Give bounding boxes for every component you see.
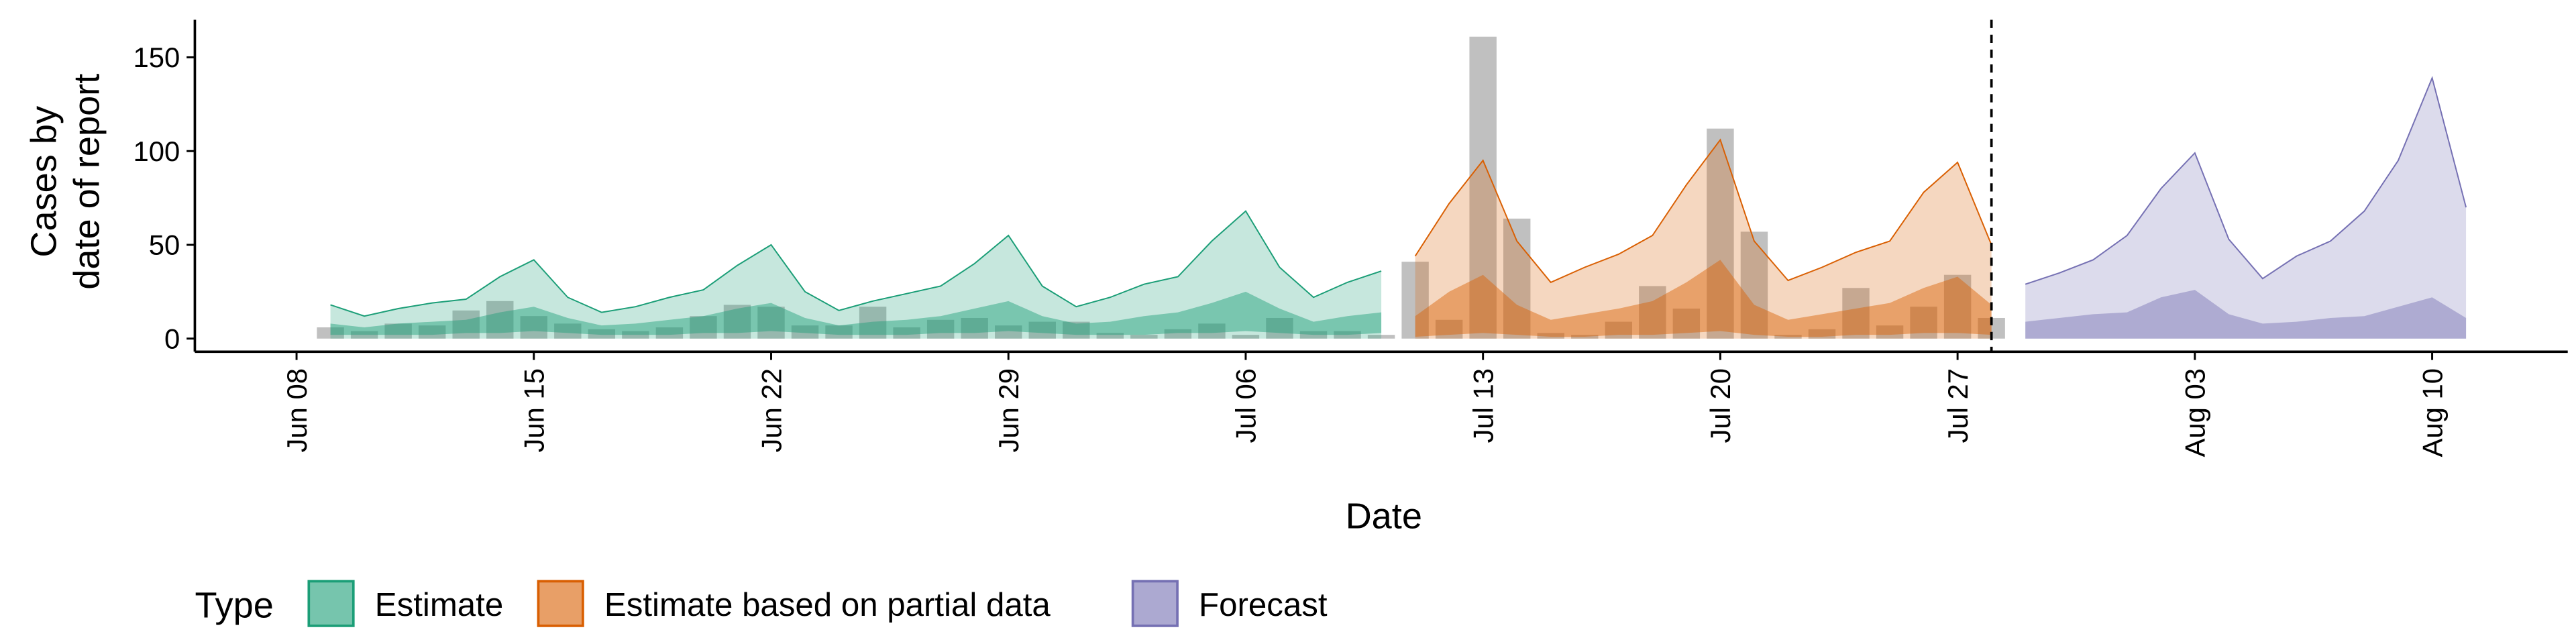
ribbon-edge	[1414, 138, 1992, 284]
legend-key	[1131, 580, 1179, 627]
bar	[1469, 36, 1497, 339]
bar	[791, 325, 819, 339]
bar	[1435, 319, 1463, 339]
bar	[384, 323, 412, 339]
bar	[995, 325, 1022, 339]
bar	[723, 305, 751, 339]
bar	[893, 327, 920, 339]
bar	[1266, 317, 1293, 339]
bar	[622, 331, 649, 339]
bar	[655, 327, 684, 339]
bar	[1910, 307, 1937, 339]
x-tick-label: Jul 06	[1230, 368, 1262, 443]
y-axis-title: Cases by date of report	[24, 74, 107, 290]
bar	[1028, 321, 1056, 339]
x-tick-label: Jun 22	[755, 368, 787, 453]
bar	[1096, 333, 1124, 339]
bar	[1571, 335, 1599, 339]
bar	[1876, 325, 1904, 339]
ribbon	[2025, 78, 2467, 339]
x-tick-label: Jul 27	[1942, 368, 1974, 443]
bar	[1672, 309, 1701, 339]
bar	[1198, 323, 1226, 339]
bar	[926, 319, 955, 339]
bar	[1063, 321, 1090, 339]
bar	[1130, 335, 1158, 339]
legend-key	[307, 580, 355, 627]
ribbon	[330, 211, 1382, 339]
legend-label: Estimate based on partial data	[604, 586, 1051, 623]
x-tick-label: Jul 20	[1705, 368, 1736, 443]
bar	[1503, 218, 1531, 339]
bar	[554, 323, 582, 339]
bar	[1367, 335, 1395, 339]
ribbon	[1415, 140, 1992, 339]
bar	[350, 331, 378, 339]
bar	[588, 329, 616, 339]
bar	[1639, 286, 1666, 339]
ribbon	[330, 291, 1382, 335]
bar	[1707, 128, 1734, 339]
bar	[1774, 335, 1802, 339]
bar	[520, 316, 547, 339]
bar	[1401, 262, 1429, 339]
y-tick-label: 50	[149, 229, 180, 261]
bar	[825, 325, 853, 339]
bar	[418, 325, 446, 339]
bar	[1164, 329, 1192, 339]
bar	[961, 317, 988, 339]
bar	[452, 310, 480, 339]
bar	[1537, 333, 1564, 339]
bar	[1808, 329, 1836, 339]
legend-title: Type	[195, 586, 273, 626]
ribbon-edge	[2025, 76, 2467, 285]
x-tick-label: Aug 10	[2416, 368, 2448, 458]
bar	[1232, 335, 1260, 339]
x-tick-label: Jul 13	[1467, 368, 1499, 443]
legend-key	[537, 580, 584, 627]
bar	[757, 307, 785, 339]
bar	[486, 301, 514, 339]
y-tick-label: 100	[133, 136, 180, 167]
bar	[317, 327, 344, 339]
x-tick-label: Aug 03	[2180, 368, 2211, 458]
ribbon	[1415, 260, 1992, 337]
y-axis-title-line: Cases by	[24, 106, 64, 258]
bar	[1605, 321, 1633, 339]
y-tick-label: 150	[133, 42, 180, 73]
legend-label: Forecast	[1199, 586, 1328, 623]
bar	[1943, 274, 1972, 339]
bar	[1334, 331, 1361, 339]
bar	[859, 307, 887, 339]
y-tick-label: 0	[164, 323, 180, 355]
bar	[1740, 231, 1768, 339]
x-tick-label: Jun 15	[519, 368, 550, 453]
x-axis-title: Date	[1346, 496, 1422, 537]
ribbon	[2025, 290, 2467, 339]
legend-label: Estimate	[375, 586, 503, 623]
y-axis-title-line: date of report	[67, 74, 107, 290]
x-tick-label: Jun 29	[993, 368, 1024, 453]
bar	[1299, 331, 1328, 339]
ribbon-edge	[330, 210, 1382, 317]
bar	[690, 316, 717, 339]
bar	[1842, 288, 1870, 339]
x-tick-label: Jun 08	[281, 368, 313, 453]
